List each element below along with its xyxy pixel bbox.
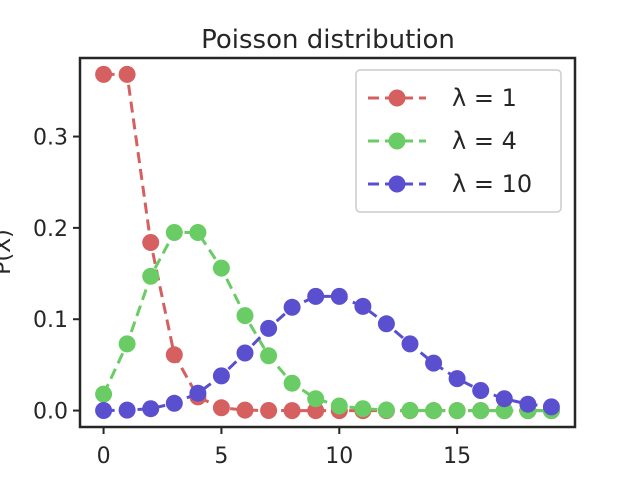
- data-point: [260, 347, 278, 365]
- data-point: [495, 402, 513, 420]
- data-point: [519, 395, 537, 413]
- axes-layer: 0 5 10 15 0.0 0.1 0.2 0.3: [33, 126, 471, 469]
- legend-marker: [388, 175, 406, 193]
- data-point: [189, 224, 207, 241]
- legend-label: λ = 1: [452, 84, 517, 112]
- data-point: [307, 390, 325, 408]
- data-point: [118, 65, 136, 83]
- data-point: [283, 298, 301, 316]
- x-tick-label: 5: [214, 444, 228, 469]
- data-point: [142, 267, 160, 285]
- data-point: [283, 374, 301, 392]
- data-point: [542, 398, 560, 416]
- legend-label: λ = 10: [452, 170, 532, 198]
- data-point: [330, 287, 348, 305]
- data-point: [95, 402, 113, 419]
- data-point: [118, 401, 136, 419]
- data-point: [330, 397, 348, 415]
- data-point: [165, 224, 183, 241]
- data-point: [260, 319, 278, 337]
- data-point: [401, 335, 419, 353]
- data-point: [354, 297, 372, 315]
- data-point: [307, 402, 325, 420]
- data-point: [236, 307, 254, 325]
- data-point: [212, 259, 230, 277]
- data-point: [212, 367, 230, 385]
- data-point: [95, 385, 113, 403]
- legend-box: [355, 69, 562, 213]
- data-point: [236, 401, 254, 419]
- chart-title: Poisson distribution: [201, 25, 455, 55]
- data-point: [472, 402, 490, 420]
- data-point: [189, 384, 207, 402]
- y-tick-label: 0.2: [33, 217, 68, 242]
- data-point: [377, 401, 395, 419]
- data-point: [448, 402, 466, 420]
- x-tick-label: 15: [443, 444, 471, 469]
- data-point: [118, 335, 136, 353]
- data-point: [425, 402, 443, 420]
- legend: λ = 1 λ = 4 λ = 10: [355, 69, 562, 213]
- data-point: [283, 402, 301, 420]
- data-point: [165, 394, 183, 412]
- data-point: [472, 382, 490, 399]
- y-axis-label: P(X): [0, 229, 16, 275]
- series-1: [95, 224, 560, 420]
- data-point: [236, 344, 254, 362]
- data-point: [95, 65, 113, 83]
- series-layer: [95, 65, 560, 420]
- data-point: [260, 402, 278, 419]
- data-point: [142, 400, 160, 418]
- data-point: [401, 401, 419, 419]
- y-tick-label: 0.1: [33, 308, 68, 333]
- data-point: [142, 234, 160, 251]
- x-tick-label: 0: [97, 444, 111, 469]
- series-2: [95, 287, 560, 419]
- y-tick-label: 0.3: [33, 126, 68, 151]
- data-point: [354, 400, 372, 418]
- legend-marker: [388, 132, 406, 150]
- y-tick-label: 0.0: [33, 400, 68, 425]
- data-point: [448, 370, 466, 388]
- legend-label: λ = 4: [452, 127, 517, 155]
- data-point: [307, 287, 325, 305]
- plot-frame: [78, 56, 577, 429]
- legend-marker: [388, 89, 406, 107]
- data-point: [212, 399, 230, 417]
- data-point: [377, 315, 395, 333]
- x-tick-label: 10: [325, 444, 353, 469]
- data-point: [425, 354, 443, 372]
- data-point: [495, 390, 513, 408]
- data-point: [165, 346, 183, 364]
